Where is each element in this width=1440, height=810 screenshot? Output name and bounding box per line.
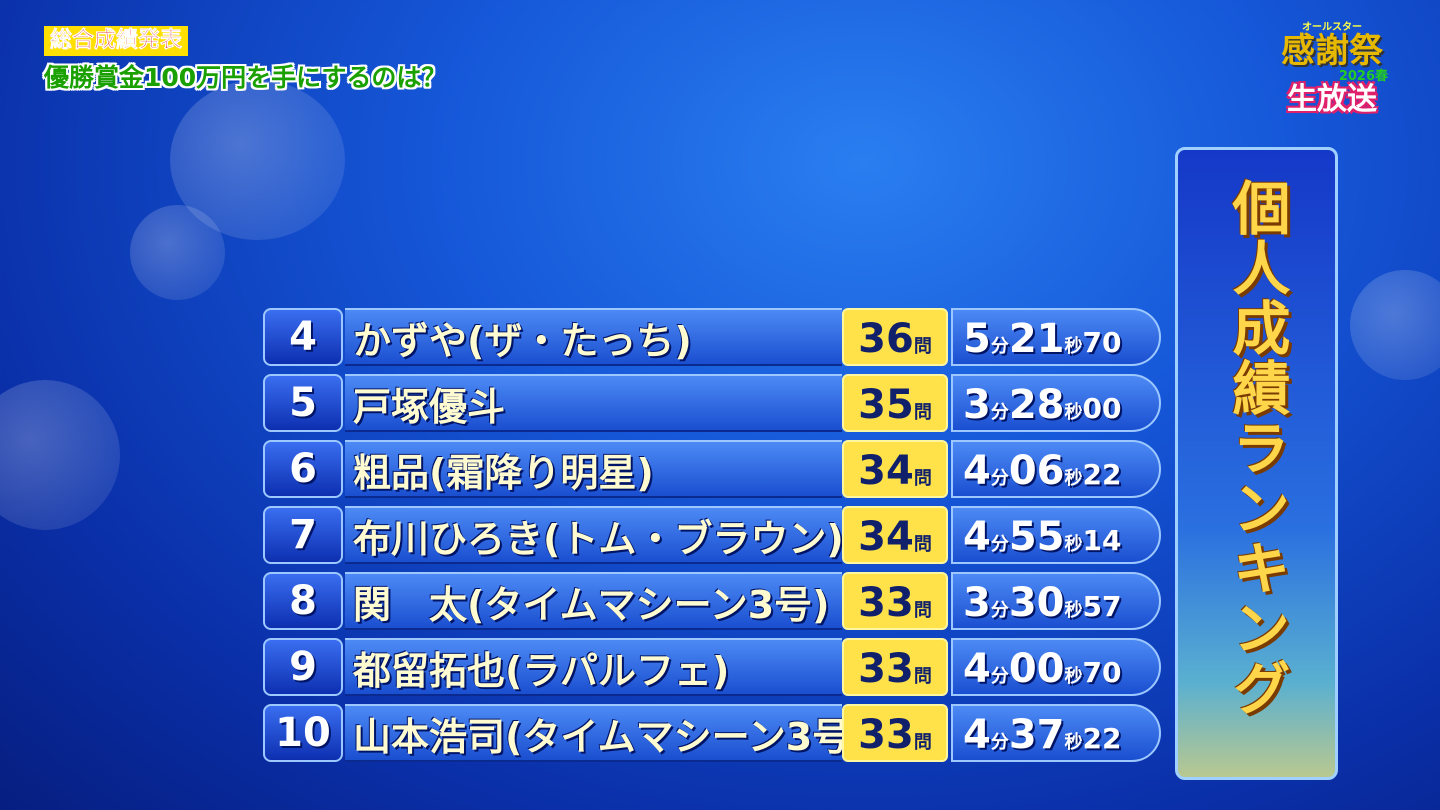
score-unit: 問 xyxy=(913,600,932,621)
score: 36 問 xyxy=(842,308,948,366)
score-value: 35 xyxy=(858,382,914,428)
seconds-unit: 秒 xyxy=(1064,336,1083,357)
time: 4 分 37 秒 22 xyxy=(951,704,1161,762)
contestant-name: 粗品(霜降り明星) xyxy=(345,440,842,498)
time: 3 分 28 秒 00 xyxy=(951,374,1161,432)
score-unit: 問 xyxy=(913,732,932,753)
score: 34 問 xyxy=(842,440,948,498)
score-value: 33 xyxy=(858,712,914,758)
score: 35 問 xyxy=(842,374,948,432)
seconds: 37 xyxy=(1008,712,1065,758)
score-value: 36 xyxy=(858,316,914,362)
header: 総合成績発表 優勝賞金100万円を手にするのは？ xyxy=(44,26,446,94)
minutes-unit: 分 xyxy=(990,534,1009,555)
time: 3 分 30 秒 57 xyxy=(951,572,1161,630)
minutes: 3 xyxy=(963,382,991,428)
ranking-row: 8 関 太(タイムマシーン3号) 33 問 3 分 30 秒 57 xyxy=(263,571,1161,631)
time: 4 分 00 秒 70 xyxy=(951,638,1161,696)
ranking-title-panel: 個人成績ランキング xyxy=(1175,147,1338,780)
minutes: 4 xyxy=(963,448,991,494)
score: 33 問 xyxy=(842,572,948,630)
minutes-unit: 分 xyxy=(990,402,1009,423)
rank: 4 xyxy=(263,308,343,366)
contestant-name: かずや(ザ・たっち) xyxy=(345,308,842,366)
rank: 5 xyxy=(263,374,343,432)
decor-bubble xyxy=(0,380,120,530)
logo-year: 2026春 xyxy=(1338,69,1388,84)
fraction: 00 xyxy=(1082,392,1122,425)
minutes-unit: 分 xyxy=(990,732,1009,753)
contestant-name: 都留拓也(ラパルフェ) xyxy=(345,638,842,696)
ranking-row: 9 都留拓也(ラパルフェ) 33 問 4 分 00 秒 70 xyxy=(263,637,1161,697)
ranking-row: 6 粗品(霜降り明星) 34 問 4 分 06 秒 22 xyxy=(263,439,1161,499)
time: 4 分 55 秒 14 xyxy=(951,506,1161,564)
seconds: 55 xyxy=(1008,514,1065,560)
minutes: 4 xyxy=(963,646,991,692)
seconds-unit: 秒 xyxy=(1064,732,1083,753)
segment-subtitle: 優勝賞金100万円を手にするのは？ xyxy=(44,63,447,92)
seconds: 30 xyxy=(1008,580,1065,626)
score-unit: 問 xyxy=(913,402,932,423)
logo-main: 感謝祭 xyxy=(1281,31,1383,71)
minutes: 5 xyxy=(963,316,991,362)
fraction: 14 xyxy=(1082,524,1122,557)
logo-top: オールスター xyxy=(1302,22,1362,33)
score-unit: 問 xyxy=(913,534,932,555)
minutes-unit: 分 xyxy=(990,666,1009,687)
score: 34 問 xyxy=(842,506,948,564)
ranking-row: 4 かずや(ザ・たっち) 36 問 5 分 21 秒 70 xyxy=(263,307,1161,367)
rank: 10 xyxy=(263,704,343,762)
seconds: 06 xyxy=(1008,448,1065,494)
contestant-name: 関 太(タイムマシーン3号) xyxy=(345,572,842,630)
seconds-unit: 秒 xyxy=(1064,666,1083,687)
score: 33 問 xyxy=(842,704,948,762)
fraction: 22 xyxy=(1082,722,1122,755)
rank: 6 xyxy=(263,440,343,498)
seconds-unit: 秒 xyxy=(1064,600,1083,621)
decor-bubble xyxy=(1350,270,1440,380)
seconds-unit: 秒 xyxy=(1064,468,1083,489)
seconds: 00 xyxy=(1008,646,1065,692)
score-value: 33 xyxy=(858,646,914,692)
score-unit: 問 xyxy=(913,666,932,687)
rank: 9 xyxy=(263,638,343,696)
score-value: 34 xyxy=(858,514,914,560)
minutes-unit: 分 xyxy=(990,336,1009,357)
score: 33 問 xyxy=(842,638,948,696)
ranking-title: 個人成績ランキング xyxy=(1222,178,1291,718)
time: 4 分 06 秒 22 xyxy=(951,440,1161,498)
minutes-unit: 分 xyxy=(990,600,1009,621)
ranking-row: 7 布川ひろき(トム・ブラウン) 34 問 4 分 55 秒 14 xyxy=(263,505,1161,565)
contestant-name: 戸塚優斗 xyxy=(345,374,842,432)
seconds-unit: 秒 xyxy=(1064,402,1083,423)
fraction: 22 xyxy=(1082,458,1122,491)
fraction: 57 xyxy=(1082,590,1122,623)
minutes: 3 xyxy=(963,580,991,626)
decor-bubble xyxy=(130,205,225,300)
show-logo: オールスター 感謝祭 2026春 生放送 xyxy=(1262,18,1402,116)
minutes: 4 xyxy=(963,514,991,560)
score-unit: 問 xyxy=(913,468,932,489)
segment-tag: 総合成績発表 xyxy=(44,26,189,56)
seconds-unit: 秒 xyxy=(1064,534,1083,555)
fraction: 70 xyxy=(1082,326,1122,359)
fraction: 70 xyxy=(1082,656,1122,689)
score-value: 33 xyxy=(858,580,914,626)
decor-bubble xyxy=(170,80,345,240)
time: 5 分 21 秒 70 xyxy=(951,308,1161,366)
live-badge: 生放送 xyxy=(1287,82,1377,117)
score-value: 34 xyxy=(858,448,914,494)
ranking-row: 5 戸塚優斗 35 問 3 分 28 秒 00 xyxy=(263,373,1161,433)
score-unit: 問 xyxy=(913,336,932,357)
rank: 7 xyxy=(263,506,343,564)
rank: 8 xyxy=(263,572,343,630)
seconds: 28 xyxy=(1008,382,1065,428)
seconds: 21 xyxy=(1008,316,1065,362)
minutes-unit: 分 xyxy=(990,468,1009,489)
contestant-name: 布川ひろき(トム・ブラウン) xyxy=(345,506,842,564)
ranking-row: 10 山本浩司(タイムマシーン3号) 33 問 4 分 37 秒 22 xyxy=(263,703,1161,763)
contestant-name: 山本浩司(タイムマシーン3号) xyxy=(345,704,842,762)
minutes: 4 xyxy=(963,712,991,758)
